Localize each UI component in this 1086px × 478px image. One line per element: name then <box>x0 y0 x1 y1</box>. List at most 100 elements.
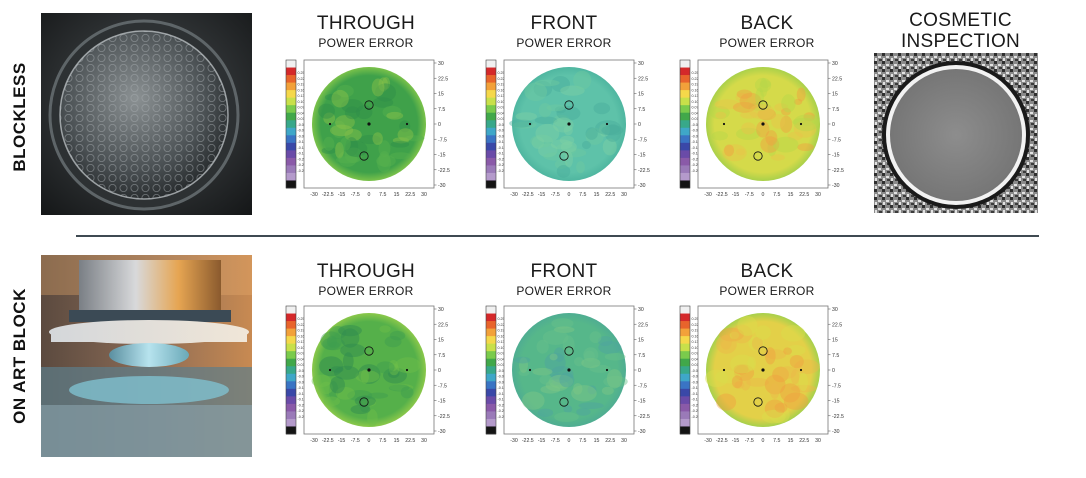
colorbar-label: 0.19 <box>298 329 305 333</box>
map-texture <box>536 339 549 354</box>
colorbar-label: 0.10 <box>298 100 305 104</box>
map-texture <box>598 123 610 137</box>
map-texture <box>388 359 399 371</box>
colorbar-label: -0.08 <box>298 134 306 138</box>
colorbar-label: -0.08 <box>498 134 506 138</box>
map-texture <box>729 331 740 340</box>
map-texture <box>360 369 369 384</box>
map-title-back-art-block: BACK POWER ERROR <box>719 261 815 298</box>
x-tick-label: -22.5 <box>716 192 728 198</box>
map-texture <box>538 103 552 118</box>
colorbar-segment <box>680 388 690 397</box>
y-tick-label: 15 <box>832 92 838 98</box>
colorbar-segment <box>286 180 296 189</box>
map-texture <box>597 336 613 347</box>
map-texture <box>560 85 585 96</box>
map-texture <box>581 357 601 369</box>
reference-circle <box>364 346 374 356</box>
colorbar-segment <box>286 67 296 76</box>
map-texture <box>781 94 796 113</box>
y-tick-label: 15 <box>638 92 644 98</box>
y-tick-label: 15 <box>438 338 444 344</box>
map-texture <box>515 112 538 121</box>
y-tick-label: 0 <box>832 368 835 374</box>
map-texture <box>323 112 336 125</box>
colorbar-segment <box>680 82 690 91</box>
reference-circle <box>359 151 369 161</box>
map-title-front-art-block: FRONT POWER ERROR <box>516 261 612 298</box>
power-error-map-through-art-block: 0.25 0.22 0.19 0.16 0.13 0.10 0.07 0.04 0.01 -0.0… <box>285 304 484 460</box>
colorbar-segment <box>680 381 690 390</box>
x-tick-label: 7.5 <box>379 438 386 444</box>
map-texture <box>338 150 358 167</box>
map-texture <box>546 104 566 112</box>
colorbar-label: -0.02 <box>298 369 306 373</box>
colorbar-label: -0.20 <box>692 157 700 161</box>
colorbar-label: -0.05 <box>298 375 306 379</box>
map-texture <box>709 106 730 120</box>
y-tick-label: -30 <box>832 429 840 435</box>
reference-dot <box>328 368 332 372</box>
colorbar-label: -0.14 <box>498 392 506 396</box>
colorbar-label: -0.17 <box>298 398 306 402</box>
map-texture <box>797 143 814 152</box>
x-tick-label: -22.5 <box>716 438 728 444</box>
colorbar-label: -0.23 <box>298 409 306 413</box>
colorbar-label: 0.10 <box>692 346 699 350</box>
map-texture <box>530 134 553 148</box>
map-texture <box>335 142 344 159</box>
colorbar-label: -0.17 <box>692 152 700 156</box>
colorbar-label: 0.25 <box>498 71 505 75</box>
colorbar-label: -0.23 <box>298 163 306 167</box>
y-tick-label: -7.5 <box>832 383 841 389</box>
map-texture <box>331 120 347 139</box>
map-svg: 0.25 0.22 0.190.16 0.13 0.10 0.070.04 0.01 -0.0… <box>285 305 450 444</box>
x-tick-label: 15 <box>594 192 600 198</box>
colorbar-label: 0.19 <box>692 83 699 87</box>
map-texture <box>344 140 368 157</box>
y-tick-label: -30 <box>638 429 646 435</box>
map-texture <box>789 355 804 369</box>
colorbar-label: -0.08 <box>298 380 306 384</box>
map-texture <box>595 120 621 136</box>
map-texture <box>747 356 757 371</box>
map-texture <box>720 334 732 350</box>
colorbar-segment <box>680 105 690 114</box>
x-tick-label: -15 <box>338 192 346 198</box>
map-texture <box>741 122 756 135</box>
map-texture <box>333 365 359 380</box>
colorbar-segment <box>486 127 496 136</box>
colorbar-segment <box>680 135 690 144</box>
map-texture <box>711 131 728 141</box>
map-texture <box>734 364 755 381</box>
reference-circle <box>364 100 374 110</box>
colorbar-segment <box>486 403 496 412</box>
map-texture <box>367 392 389 399</box>
colorbar-label: -0.14 <box>692 146 700 150</box>
x-tick-label: 15 <box>394 438 400 444</box>
colorbar-label: -0.08 <box>498 380 506 384</box>
colorbar-label: -0.23 <box>692 163 700 167</box>
reference-dot <box>605 122 609 126</box>
map-texture <box>798 372 808 392</box>
center-dot <box>567 122 571 126</box>
x-tick-label: 15 <box>394 192 400 198</box>
colorbar-label: 0.04 <box>298 357 305 361</box>
map-svg: 0.25 0.22 0.190.16 0.13 0.10 0.070.04 0.01 -0.0… <box>485 59 650 198</box>
colorbar-label: 0.07 <box>298 106 305 110</box>
map-texture <box>603 375 628 388</box>
map-texture <box>771 113 786 129</box>
colorbar-segment <box>486 172 496 181</box>
map-texture <box>734 381 745 389</box>
map-texture <box>372 132 383 145</box>
colorbar-label: 0.01 <box>498 363 505 367</box>
colorbar-label: -0.20 <box>498 403 506 407</box>
colorbar-segment <box>486 358 496 367</box>
reference-dot <box>328 122 332 126</box>
map-texture <box>331 89 349 108</box>
y-tick-label: 22.5 <box>438 322 448 328</box>
colorbar-label: 0.22 <box>692 323 699 327</box>
colorbar-segment <box>486 142 496 151</box>
map-texture <box>404 135 425 142</box>
colorbar-label: 0.04 <box>692 357 699 361</box>
